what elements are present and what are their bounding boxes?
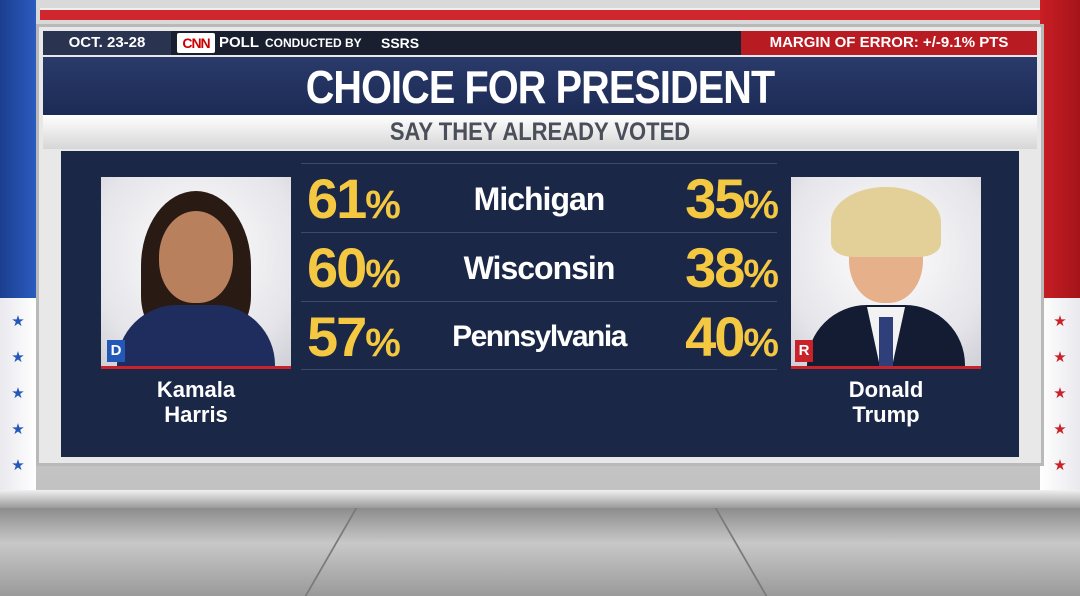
top-red-stripe (40, 8, 1040, 20)
harris-value: 60 (307, 236, 367, 299)
cnn-logo: CNN (177, 33, 215, 53)
star-icon: ★ (1053, 348, 1067, 366)
result-row-michigan: 61% Michigan 35% (301, 163, 779, 233)
result-row-wisconsin: 60% Wisconsin 38% (301, 232, 779, 302)
star-icon: ★ (1053, 312, 1067, 330)
party-badge-republican: R (795, 340, 813, 362)
floor-seam (714, 508, 768, 596)
harris-portrait: D (101, 177, 291, 369)
percent-sign: % (365, 321, 401, 365)
studio-frame-left-white: ★ ★ ★ ★ ★ (0, 298, 36, 490)
floor-seam (304, 508, 358, 596)
tie-shape (879, 317, 893, 366)
party-badge-democrat: D (107, 340, 125, 362)
star-icon: ★ (1053, 456, 1067, 474)
percent-sign: % (365, 252, 401, 296)
result-row-pennsylvania: 57% Pennsylvania 40% (301, 301, 779, 371)
margin-of-error: MARGIN OF ERROR: +/-9.1% PTS (741, 31, 1037, 55)
studio-frame-left: ★ ★ ★ ★ ★ (0, 0, 36, 490)
percent-sign: % (743, 183, 779, 227)
harris-percent: 60% (307, 233, 401, 302)
star-icon: ★ (11, 348, 25, 366)
star-icon: ★ (1053, 384, 1067, 402)
hair-shape (831, 187, 941, 257)
results-table: 61% Michigan 35% 60% Wisconsin 38% 57% P… (301, 163, 779, 373)
star-icon: ★ (11, 456, 25, 474)
candidate-first-name: Kamala (156, 377, 236, 402)
trump-value: 40 (685, 305, 745, 368)
candidate-last-name: Trump (852, 402, 920, 427)
trump-percent: 35% (685, 164, 779, 233)
state-name: Pennsylvania (452, 320, 627, 353)
title-band: CHOICE FOR PRESIDENT (43, 57, 1037, 115)
studio-frame-right: ★ ★ ★ ★ ★ (1040, 0, 1080, 490)
candidate-name-trump: Donald Trump (791, 377, 981, 427)
star-icon: ★ (11, 420, 25, 438)
graphic-subtitle: SAY THEY ALREADY VOTED (389, 118, 691, 146)
conducted-by-label: CONDUCTED BY (265, 36, 362, 50)
studio-frame-right-white: ★ ★ ★ ★ ★ (1040, 298, 1080, 490)
percent-sign: % (743, 252, 779, 296)
star-icon: ★ (1053, 420, 1067, 438)
poll-graphic-screen: OCT. 23-28 CNN POLL CONDUCTED BY SSRS MA… (36, 24, 1044, 466)
candidate-last-name: Harris (164, 402, 228, 427)
candidate-first-name: Donald (848, 377, 924, 402)
trump-percent: 38% (685, 233, 779, 302)
head-shape (159, 211, 233, 303)
studio-floor (0, 508, 1080, 596)
star-icon: ★ (11, 312, 25, 330)
harris-value: 57 (307, 305, 367, 368)
state-name: Michigan (473, 181, 606, 217)
pollster-name: SSRS (381, 35, 420, 51)
screen-base-strip (0, 490, 1080, 508)
percent-sign: % (365, 183, 401, 227)
harris-value: 61 (307, 167, 367, 230)
poll-label: POLL (219, 34, 259, 51)
percent-sign: % (743, 321, 779, 365)
trump-percent: 40% (685, 302, 779, 371)
results-panel: D R Kamala Harris Donald Trump 61% Michi… (61, 151, 1019, 457)
trump-value: 35 (685, 167, 745, 230)
poll-info-bar: OCT. 23-28 CNN POLL CONDUCTED BY SSRS MA… (43, 31, 1037, 55)
candidate-name-harris: Kamala Harris (101, 377, 291, 427)
trump-value: 38 (685, 236, 745, 299)
star-icon: ★ (11, 384, 25, 402)
state-name: Wisconsin (463, 250, 616, 286)
poll-date-range: OCT. 23-28 (43, 31, 171, 55)
harris-percent: 57% (307, 302, 401, 371)
harris-percent: 61% (307, 164, 401, 233)
graphic-title: CHOICE FOR PRESIDENT (305, 61, 775, 113)
body-shape (117, 305, 275, 366)
subtitle-band: SAY THEY ALREADY VOTED (43, 115, 1037, 149)
trump-portrait: R (791, 177, 981, 369)
